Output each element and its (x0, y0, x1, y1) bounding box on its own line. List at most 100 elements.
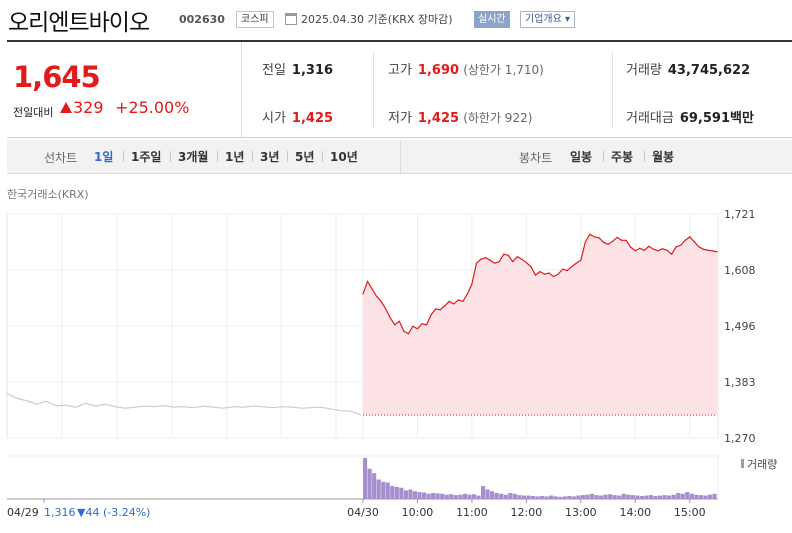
volume-bar (585, 494, 590, 499)
volume-bar (471, 494, 477, 499)
volume-bar (526, 495, 531, 499)
line-chart-header: 선차트 (44, 151, 78, 165)
market-badge: 코스피 (236, 11, 274, 28)
volume-legend-label: 거래량 (747, 458, 777, 471)
x-tick-label: 13:00 (565, 506, 597, 519)
tab-1d[interactable]: 1일 (94, 150, 114, 164)
tab-1y[interactable]: 1년 (225, 150, 245, 164)
tab-daily[interactable]: 일봉 (570, 150, 593, 164)
volume-bar (685, 492, 690, 499)
volume-bar (462, 493, 467, 499)
realtime-button[interactable]: 실시간 (474, 11, 510, 28)
stock-name[interactable]: 오리엔트바이오 (8, 10, 150, 36)
volume-bar (707, 494, 713, 499)
price-point (403, 330, 405, 332)
volume-legend-swatch (741, 459, 744, 468)
volume-bar (417, 492, 422, 499)
price-point (498, 261, 500, 263)
prev-day-close: 1,316 (44, 506, 76, 519)
change-label: 전일대비 (13, 106, 54, 119)
price-point (389, 317, 391, 319)
x-tick-label: 11:00 (456, 506, 488, 519)
volume-bar (689, 493, 694, 499)
upper-limit: (상한가 1,710) (463, 63, 544, 77)
tab-3y[interactable]: 3년 (260, 150, 280, 164)
volume-bar (667, 495, 672, 499)
volume-bar (521, 495, 526, 499)
x-tick-label: 10:00 (402, 506, 434, 519)
volume-bar (467, 494, 472, 499)
volume-bar (626, 494, 631, 499)
volume-bar (544, 496, 549, 499)
price-point (571, 266, 573, 268)
y-tick-label: 1,496 (724, 320, 756, 333)
up-triangle-icon (60, 102, 72, 113)
chart-period-tabs: 선차트 1일 1주일 3개월 1년 3년 5년 10년 봉차트 일봉 주봉 월봉 (7, 140, 792, 174)
volume-bar (671, 494, 676, 499)
price-point (416, 328, 419, 330)
tab-3m[interactable]: 3개월 (178, 150, 209, 164)
price-point (394, 324, 396, 326)
x-tick-label: 14:00 (619, 506, 651, 519)
volume-bar (499, 493, 504, 499)
x-axis: 04/30 10:00 11:00 12:00 13:00 14:00 15:00 (43, 499, 706, 519)
y-tick-label: 1,383 (724, 376, 756, 389)
high-label: 고가 (388, 63, 412, 78)
low-label: 저가 (388, 111, 412, 126)
volume-bar (394, 486, 399, 499)
price-point (698, 246, 700, 248)
lower-limit: (하한가 922) (463, 111, 533, 125)
tab-divider (252, 151, 253, 162)
high-stat: 고가 1,690 (상한가 1,710) (388, 59, 544, 78)
prev-day-series (6, 392, 362, 416)
price-point (543, 273, 546, 275)
calendar-icon (285, 13, 297, 25)
open-label: 시가 (262, 111, 286, 126)
tab-divider (123, 151, 124, 162)
volume-stat: 거래량 43,745,622 (626, 59, 750, 78)
volume-bar (599, 495, 604, 499)
volume-bar (576, 495, 581, 499)
tab-monthly[interactable]: 월봉 (652, 150, 675, 164)
volume-bar (694, 494, 699, 499)
tab-5y[interactable]: 5년 (295, 150, 315, 164)
tab-1w[interactable]: 1주일 (131, 150, 162, 164)
price-point (534, 274, 537, 276)
volume-bar (458, 494, 463, 499)
volume-bar (449, 494, 454, 499)
price-point (684, 239, 686, 241)
y-tick-label: 1,270 (724, 432, 756, 445)
volume-bar (399, 487, 404, 499)
price-point (466, 293, 468, 295)
tab-weekly[interactable]: 주봉 (611, 150, 634, 164)
price-point (507, 254, 509, 256)
volume-bar (412, 491, 418, 499)
volume-bar (712, 493, 717, 499)
volume-bar (580, 495, 585, 499)
price-line (362, 233, 718, 335)
volume-bar (485, 489, 490, 499)
price-point (657, 250, 659, 252)
tab-10y[interactable]: 10년 (330, 150, 358, 164)
price-point (616, 236, 618, 238)
price-point (716, 251, 718, 253)
volume-bar (644, 495, 649, 499)
price-point (425, 324, 428, 326)
price-point (557, 273, 559, 275)
prev-day-change: ▼44 (-3.24%) (77, 506, 150, 519)
company-overview-button[interactable]: 기업개요 ▾ (520, 11, 575, 28)
price-point (439, 309, 441, 311)
volume-bar (435, 493, 440, 499)
price-point (448, 300, 450, 303)
volume-bar (481, 486, 486, 499)
price-point (421, 323, 423, 325)
price-point (602, 241, 605, 243)
price-point (521, 258, 523, 260)
volume-bar (494, 492, 499, 499)
divider (373, 52, 374, 128)
current-price: 1,645 (13, 60, 101, 94)
price-point (707, 249, 709, 251)
price-point (457, 299, 459, 301)
price-point (566, 270, 568, 272)
